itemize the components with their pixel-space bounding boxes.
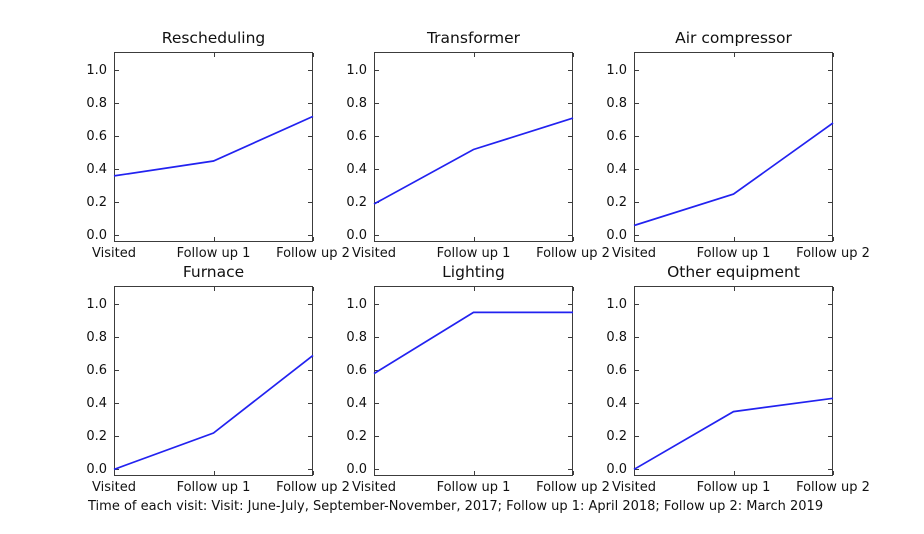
y-tick-label: 0.2 — [86, 194, 107, 210]
y-tick-label: 0.6 — [346, 362, 367, 378]
y-tick-label: 0.4 — [86, 395, 107, 411]
axes-spines — [634, 52, 833, 242]
axes-spines — [374, 286, 573, 476]
x-tick-label: Visited — [612, 246, 656, 261]
axes-spines — [634, 286, 833, 476]
axes-spines — [114, 286, 313, 476]
x-tick-label: Follow up 1 — [176, 246, 251, 261]
x-tick-label: Follow up 1 — [696, 246, 771, 261]
y-tick-label: 1.0 — [346, 296, 367, 312]
y-tick-label: 0.2 — [86, 428, 107, 444]
subplot-title: Lighting — [442, 263, 505, 281]
subplot-title: Transformer — [426, 29, 521, 47]
subplot-air-compressor: Air compressor 0.0 0.2 0.4 0.6 0.8 1.0 Visited F… — [606, 29, 870, 261]
subplot-transformer: Transformer 0.0 0.2 0.4 0.6 0.8 1.0 Visited Foll… — [346, 29, 610, 261]
data-line-lighting — [373, 311, 573, 375]
y-tick-label: 0.8 — [606, 95, 627, 111]
x-tick-label: Follow up 1 — [436, 246, 511, 261]
x-tick-label: Visited — [352, 246, 396, 261]
y-tick-label: 0.2 — [606, 428, 627, 444]
subplot-title: Other equipment — [667, 263, 800, 281]
axes-spines — [114, 52, 313, 242]
y-tick-label: 0.0 — [606, 461, 627, 477]
data-line-other-equipment — [633, 397, 834, 471]
y-tick-label: 1.0 — [606, 296, 627, 312]
x-tick-label: Follow up 1 — [176, 480, 251, 495]
subplot-title: Rescheduling — [161, 29, 266, 47]
plot-area — [373, 286, 574, 476]
x-tick-label: Visited — [92, 246, 136, 261]
y-tick-label: 0.8 — [606, 329, 627, 345]
plot-area — [373, 52, 574, 242]
y-tick-label: 1.0 — [606, 62, 627, 78]
plot-area — [633, 286, 834, 476]
subplot-rescheduling: Rescheduling 0.0 0.2 0.4 0.6 0.8 1.0 Visited Fol… — [86, 29, 350, 261]
x-tick-label: Visited — [612, 480, 656, 495]
subplot-other-equipment: Other equipment 0.0 0.2 0.4 0.6 0.8 1.0 Visited… — [606, 263, 870, 495]
y-tick-label: 0.8 — [346, 95, 367, 111]
x-tick-label: Follow up 2 — [796, 480, 870, 495]
plot-area — [113, 52, 314, 242]
y-tick-label: 0.4 — [346, 395, 367, 411]
data-line-air-compressor — [633, 122, 834, 227]
y-tick-label: 1.0 — [86, 296, 107, 312]
y-tick-label: 0.6 — [86, 128, 107, 144]
y-tick-label: 0.4 — [606, 161, 627, 177]
y-tick-label: 0.6 — [86, 362, 107, 378]
y-tick-label: 1.0 — [86, 62, 107, 78]
y-tick-label: 0.0 — [346, 461, 367, 477]
visit-times-caption: Time of each visit: Visit: June-July, Se… — [88, 499, 824, 514]
x-tick-label: Follow up 1 — [696, 480, 771, 495]
y-tick-label: 0.6 — [606, 128, 627, 144]
subplot-lighting: Lighting 0.0 0.2 0.4 0.6 0.8 1.0 Visited Follow … — [346, 263, 610, 495]
data-line-rescheduling — [113, 115, 314, 177]
subplot-title: Furnace — [182, 263, 245, 281]
x-tick-label: Follow up 2 — [276, 246, 350, 261]
y-tick-label: 0.8 — [86, 95, 107, 111]
x-tick-label: Visited — [92, 480, 136, 495]
y-tick-label: 0.2 — [606, 194, 627, 210]
y-tick-label: 0.4 — [346, 161, 367, 177]
axes-spines — [374, 52, 573, 242]
y-tick-label: 0.0 — [346, 227, 367, 243]
plot-area — [633, 52, 834, 242]
data-line-furnace — [113, 354, 314, 471]
y-tick-label: 0.8 — [346, 329, 367, 345]
y-tick-label: 0.6 — [346, 128, 367, 144]
y-tick-label: 0.6 — [606, 362, 627, 378]
y-tick-label: 0.4 — [606, 395, 627, 411]
plot-area — [113, 286, 314, 476]
x-tick-label: Follow up 2 — [276, 480, 350, 495]
y-tick-label: 0.0 — [86, 227, 107, 243]
y-tick-label: 0.4 — [86, 161, 107, 177]
x-tick-label: Follow up 2 — [796, 246, 870, 261]
data-line-transformer — [373, 117, 574, 205]
x-tick-label: Follow up 2 — [536, 480, 610, 495]
x-tick-label: Visited — [352, 480, 396, 495]
y-tick-label: 0.0 — [86, 461, 107, 477]
y-tick-label: 0.0 — [606, 227, 627, 243]
y-tick-label: 1.0 — [346, 62, 367, 78]
x-tick-label: Follow up 1 — [436, 480, 511, 495]
y-tick-label: 0.2 — [346, 194, 367, 210]
subplot-title: Air compressor — [675, 29, 792, 47]
y-tick-label: 0.2 — [346, 428, 367, 444]
y-tick-label: 0.8 — [86, 329, 107, 345]
subplot-furnace: Furnace 0.0 0.2 0.4 0.6 0.8 1.0 Visited Follow u… — [86, 263, 350, 495]
x-tick-label: Follow up 2 — [536, 246, 610, 261]
